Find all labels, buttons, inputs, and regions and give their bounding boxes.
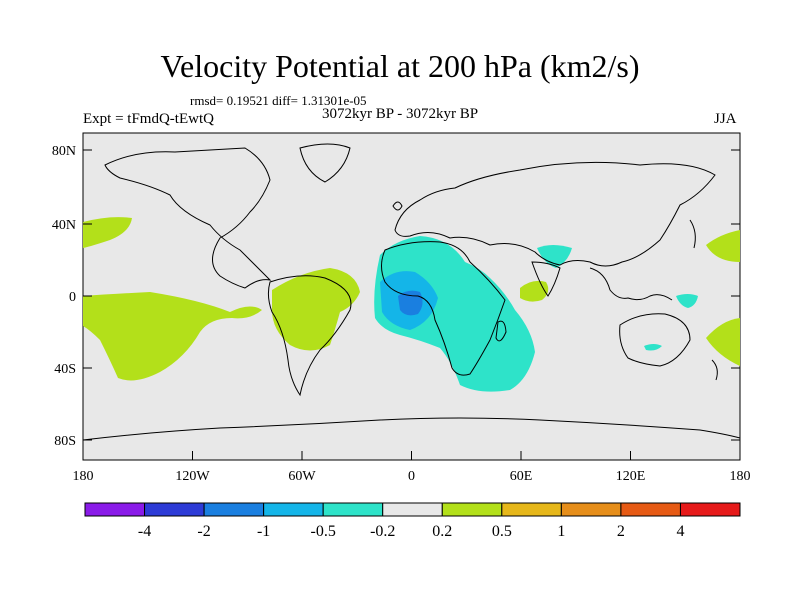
coast-south-america — [267, 275, 352, 397]
season-label: JJA — [714, 111, 737, 127]
lon-label: 120E — [616, 469, 646, 484]
lat-label: 40N — [52, 218, 76, 233]
lon-label: 120W — [175, 469, 210, 484]
fill-pacific-west-north — [83, 217, 132, 248]
lon-label: 60W — [288, 469, 316, 484]
negative-anomaly-fills — [374, 236, 698, 392]
lat-label: 80N — [52, 144, 76, 159]
coast-australia — [619, 313, 691, 367]
lon-label: 180 — [730, 469, 751, 484]
lat-axis — [83, 149, 740, 441]
coast-eurasia — [394, 161, 716, 267]
coast-new-zealand — [711, 359, 718, 381]
colorbar-label: 4 — [676, 523, 684, 540]
colorbar-swatch — [620, 502, 681, 517]
colorbar-label: -0.5 — [311, 523, 336, 540]
fill-arabia — [537, 245, 572, 268]
lon-label: 0 — [408, 469, 415, 484]
fill-south-america — [272, 268, 360, 351]
colorbar-label: 2 — [617, 523, 625, 540]
colorbar-swatch — [501, 502, 562, 517]
coast-se-asia — [589, 267, 673, 301]
colorbar-swatch — [382, 502, 443, 517]
colorbar-swatch — [679, 502, 741, 517]
colorbar-swatch — [203, 502, 265, 517]
colorbar-label: 0.5 — [492, 523, 512, 540]
fill-pacific-east-north — [706, 230, 740, 262]
lat-labels: 80N 40N 0 40S 80S — [52, 144, 76, 449]
colorbar-label: 1 — [557, 523, 565, 540]
fill-new-guinea — [676, 294, 698, 308]
stats-line: rmsd= 0.19521 diff= 1.31301e-05 — [190, 93, 367, 108]
colorbar-label: -2 — [197, 523, 210, 540]
colorbar-label: -1 — [257, 523, 270, 540]
colorbar-swatch — [144, 502, 205, 517]
colorbar-label: -0.2 — [370, 523, 395, 540]
coast-antarctica — [82, 417, 741, 441]
colorbar-swatch — [322, 502, 384, 517]
fill-india — [520, 280, 549, 302]
experiment-label: Expt = tFmdQ-tEwtQ — [83, 111, 214, 127]
coast-madagascar — [495, 320, 507, 342]
colorbar-swatch — [263, 502, 324, 517]
map-title: Velocity Potential at 200 hPa (km2/s) — [160, 48, 640, 84]
colorbar: -4 -2 -1 -0.5 -0.2 0.2 0.5 1 2 4 — [84, 502, 741, 540]
positive-anomaly-fills — [83, 217, 740, 381]
lon-label: 60E — [510, 469, 533, 484]
coast-india — [531, 261, 561, 297]
fill-pacific-east-south — [706, 318, 740, 366]
fill-australia-small — [644, 344, 662, 351]
coast-uk — [392, 201, 403, 211]
colorbar-swatch — [441, 502, 503, 517]
fill-africa-core — [398, 290, 423, 316]
lon-label: 180 — [73, 469, 94, 484]
lat-label: 0 — [69, 290, 76, 305]
colorbar-swatch — [84, 502, 146, 517]
colorbar-label: 0.2 — [432, 523, 452, 540]
coast-greenland — [299, 143, 351, 183]
coastlines — [82, 143, 741, 441]
period-label: 3072kyr BP - 3072kyr BP — [322, 106, 479, 122]
lon-axis — [82, 451, 741, 460]
colorbar-label: -4 — [138, 523, 151, 540]
fill-pacific-south — [83, 292, 262, 381]
coast-africa — [381, 241, 506, 376]
coast-north-america — [104, 147, 272, 289]
lon-labels: 180 120W 60W 0 60E 120E 180 — [73, 469, 751, 484]
coast-japan — [689, 219, 696, 249]
lat-label: 40S — [54, 362, 76, 377]
lat-label: 80S — [54, 434, 76, 449]
colorbar-swatch — [560, 502, 622, 517]
